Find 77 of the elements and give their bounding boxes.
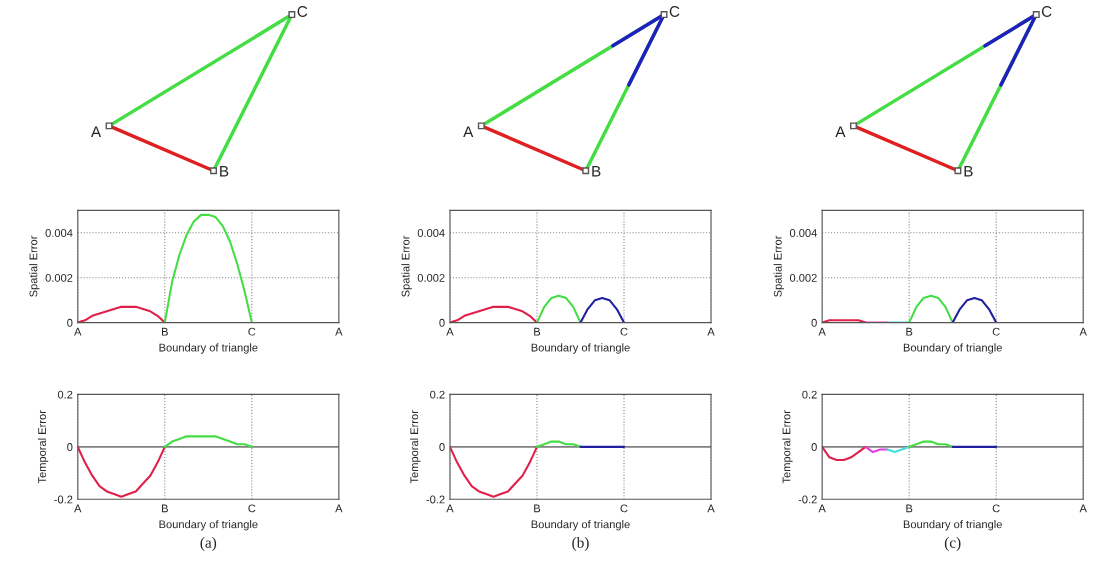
y-axis-title: Spatial Error (773, 235, 784, 297)
x-tick-label: C (992, 327, 1000, 336)
x-axis-title: Boundary of triangle (531, 343, 630, 354)
line-series (163, 213, 253, 323)
y-tick-label: 0 (67, 443, 73, 451)
x-tick-label: C (620, 504, 628, 513)
x-axis-title: Boundary of triangle (159, 520, 258, 531)
text: A (463, 126, 474, 138)
y-tick-label: 0.002 (789, 273, 817, 282)
y-tick-label: 0.002 (45, 273, 73, 282)
line-series (163, 435, 253, 448)
x-tick-label: A (74, 504, 82, 513)
x-tick-label: B (534, 504, 541, 513)
text: B (964, 166, 973, 177)
line-series (449, 305, 539, 323)
x-tick-label: C (992, 504, 1000, 513)
y-tick-label: 0 (439, 443, 445, 451)
y-axis-title: Temporal Error (410, 410, 421, 484)
x-tick-label: B (534, 327, 541, 336)
y-axis-title: Spatial Error (401, 235, 412, 297)
text: C (1041, 6, 1052, 17)
text: A (835, 126, 846, 138)
y-axis-title: Spatial Error (29, 235, 40, 297)
y-axis-title: Temporal Error (37, 410, 49, 484)
x-tick-label: B (162, 504, 168, 513)
line-series (951, 296, 998, 323)
x-axis-title: Boundary of triangle (531, 520, 630, 531)
x-tick-label: A (74, 327, 82, 336)
y-tick-label: 0.004 (789, 229, 817, 237)
y-tick-label: 0 (67, 318, 73, 327)
line-series (535, 294, 582, 323)
y-tick-label: 0 (811, 443, 817, 451)
y-tick-label: 0.2 (430, 390, 445, 399)
y-tick-label: -0.2 (798, 495, 817, 504)
x-tick-label: A (707, 327, 715, 336)
line-series (449, 445, 539, 498)
y-axis-title: Temporal Error (782, 410, 793, 484)
x-tick-label: A (1079, 327, 1087, 336)
line-series (579, 296, 626, 323)
text: (a) (200, 537, 217, 551)
text: (b) (572, 537, 589, 551)
y-tick-label: -0.2 (54, 495, 73, 504)
x-tick-label: B (162, 327, 168, 336)
x-tick-label: C (248, 504, 256, 513)
line-series (908, 294, 954, 323)
x-tick-label: A (446, 327, 454, 336)
y-tick-label: 0.004 (417, 229, 445, 237)
x-axis-title: Boundary of triangle (159, 343, 258, 354)
y-tick-label: 0.2 (802, 390, 817, 399)
text: C (669, 6, 680, 17)
x-tick-label: C (248, 327, 256, 336)
x-tick-label: A (1079, 504, 1087, 513)
x-tick-label: C (620, 327, 628, 336)
line-series (77, 305, 166, 323)
line-series (77, 445, 166, 498)
y-tick-label: 0 (811, 318, 817, 327)
text: C (297, 6, 308, 17)
x-tick-label: A (446, 504, 454, 513)
text: B (592, 166, 601, 177)
line-series (822, 445, 867, 461)
x-tick-label: A (707, 504, 715, 513)
y-tick-label: 0.004 (45, 229, 73, 237)
x-tick-label: B (906, 327, 913, 336)
y-tick-label: 0 (439, 318, 445, 327)
x-tick-label: A (335, 327, 343, 336)
x-tick-label: A (818, 327, 826, 336)
y-tick-label: -0.2 (426, 495, 445, 504)
text: (c) (944, 537, 961, 551)
text: B (220, 166, 229, 177)
text: A (90, 126, 102, 138)
x-axis-title: Boundary of triangle (903, 520, 1002, 531)
y-tick-label: 0.002 (417, 273, 445, 282)
x-axis-title: Boundary of triangle (903, 343, 1002, 354)
x-tick-label: A (818, 504, 826, 513)
y-tick-label: 0.2 (57, 390, 73, 399)
x-tick-label: B (906, 504, 913, 513)
x-tick-label: A (335, 504, 343, 513)
